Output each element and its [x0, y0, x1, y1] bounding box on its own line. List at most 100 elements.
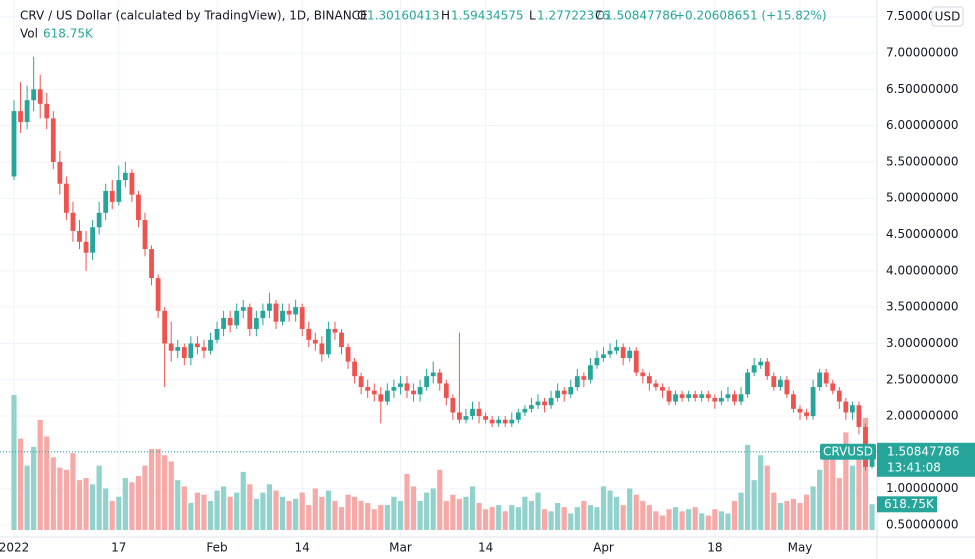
volume-bar [319, 496, 325, 530]
candle-body [660, 387, 665, 391]
ohlc-value: 1.59434575 [451, 9, 524, 23]
volume-bar [541, 509, 548, 530]
y-tick-label: 2.00000000 [886, 409, 959, 423]
x-tick-label: 18 [707, 541, 722, 555]
volume-bar [286, 500, 292, 530]
volume-bar [607, 490, 613, 530]
volume-bar [325, 490, 331, 530]
volume-bar [456, 498, 462, 530]
volume-bar [561, 507, 567, 530]
volume-bar [483, 509, 489, 530]
volume-title: Vol [20, 27, 38, 41]
x-tick-label: 14 [295, 541, 310, 555]
volume-bar [725, 513, 731, 530]
candle-body [640, 372, 646, 377]
candle-body [496, 419, 502, 424]
volume-bar [862, 417, 869, 530]
candle-body [404, 383, 410, 391]
symbol-badge-text: CRVUSD [823, 444, 873, 458]
candle-body [299, 307, 305, 329]
grid [0, 0, 877, 537]
candle-body [509, 419, 515, 424]
volume-bar [522, 496, 528, 530]
y-tick-label: 3.50000000 [886, 300, 959, 314]
candle-body [470, 408, 475, 417]
volume-bar [57, 467, 63, 530]
volume-bar [44, 436, 50, 530]
volume-bar [574, 507, 580, 530]
candle-body [686, 394, 692, 398]
volume-badge-text: 618.75K [884, 497, 935, 511]
volume-bar [849, 465, 855, 530]
candle-body [11, 111, 17, 177]
candle-body [463, 416, 469, 420]
candle-body [398, 383, 403, 388]
candle-body [247, 307, 253, 329]
volume-bar [836, 478, 842, 530]
candle-body [149, 249, 154, 279]
ohlc-label: O [357, 9, 366, 23]
volume-bar [410, 486, 417, 530]
candle-body [836, 390, 842, 402]
volume-bar [469, 486, 476, 530]
volume-bar [397, 500, 404, 530]
volume-bar [240, 471, 246, 530]
x-tick-label: Feb [206, 541, 227, 555]
volume-bar [463, 496, 469, 530]
candle-body [109, 190, 115, 202]
volume-bar [581, 500, 587, 530]
candle-body [542, 401, 547, 406]
volume-bar [234, 492, 240, 530]
volume-bar [312, 488, 318, 530]
ohlc-value: 1.50847786 [605, 9, 678, 23]
candle-body [771, 376, 777, 388]
candle-body [234, 310, 240, 326]
candle-body [620, 347, 626, 358]
volume-bar [135, 476, 142, 530]
volume-bar [299, 492, 305, 530]
candle-body [227, 318, 233, 326]
volume-bar [109, 500, 115, 530]
candle-body [699, 394, 705, 398]
candle-body [633, 350, 639, 373]
volume-bar [194, 492, 200, 530]
candle-body [181, 347, 187, 358]
candle-body [18, 111, 23, 122]
ohlc-value: 1.27722376 [537, 9, 610, 23]
volume-bar [528, 500, 535, 530]
axis-layer: 0.500000001.000000001.500000002.00000000… [0, 6, 975, 555]
candle-body [588, 365, 593, 380]
currency-badge-text: USD [935, 10, 961, 24]
volume-bar [679, 511, 685, 530]
x-tick-label: 14 [478, 541, 493, 555]
candle-body [371, 390, 377, 395]
volume-bar [70, 453, 76, 530]
volume-bar [17, 438, 24, 530]
y-tick-label: 4.00000000 [886, 263, 959, 277]
candle-body [751, 365, 757, 373]
volume-bar [37, 419, 43, 530]
volume-bar [338, 507, 345, 530]
volume-bar [404, 473, 410, 530]
candle-body [568, 387, 574, 395]
volume-bar [600, 486, 607, 530]
candle-body [378, 394, 384, 402]
volume-bar [266, 484, 273, 530]
volume-bar [666, 509, 672, 530]
candle-body [725, 394, 731, 398]
candle-body [777, 379, 783, 388]
candle-body [529, 405, 534, 409]
volume-bar [417, 500, 423, 530]
candle-body [712, 397, 718, 402]
countdown-text: 13:41:08 [887, 460, 941, 474]
candle-body [476, 408, 482, 417]
volume-bar [568, 513, 574, 530]
volume-bar [764, 465, 770, 530]
volume-bar [332, 500, 338, 530]
candle-body [437, 372, 443, 384]
volume-bar [705, 515, 711, 530]
candle-body [535, 401, 541, 406]
candle-body [90, 227, 95, 253]
